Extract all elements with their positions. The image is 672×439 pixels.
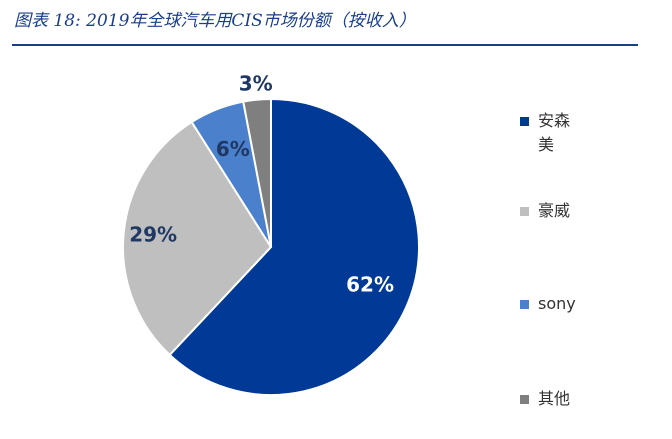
legend-label-other: 其他 [538, 389, 571, 408]
legend-swatch-onsemi [520, 117, 529, 126]
legend-swatch-sony [520, 300, 529, 309]
pie-slice-labels: 62% 29% 6% 3% [129, 71, 394, 296]
pie-slice-omnivision [122, 120, 273, 357]
chart-title: 图表 18: 2019年全球汽车用CIS市场份额（按收入） [14, 11, 416, 31]
data-label-onsemi: 62% [346, 273, 394, 297]
legend-swatch-omnivision [520, 207, 529, 216]
pie-slice-onsemi [168, 97, 420, 396]
legend-label-sony: sony [538, 294, 576, 313]
data-label-sony: 6% [216, 137, 250, 161]
legend-label-omnivision: 豪威 [538, 201, 571, 220]
title-underline [12, 44, 638, 46]
pie-slices [122, 97, 420, 396]
pie-slice-other [242, 97, 272, 248]
legend-label-onsemi: 安森美 [538, 111, 571, 154]
data-label-omnivision: 29% [129, 222, 177, 246]
legend-swatch-other [520, 395, 529, 404]
data-label-other: 3% [239, 71, 273, 95]
